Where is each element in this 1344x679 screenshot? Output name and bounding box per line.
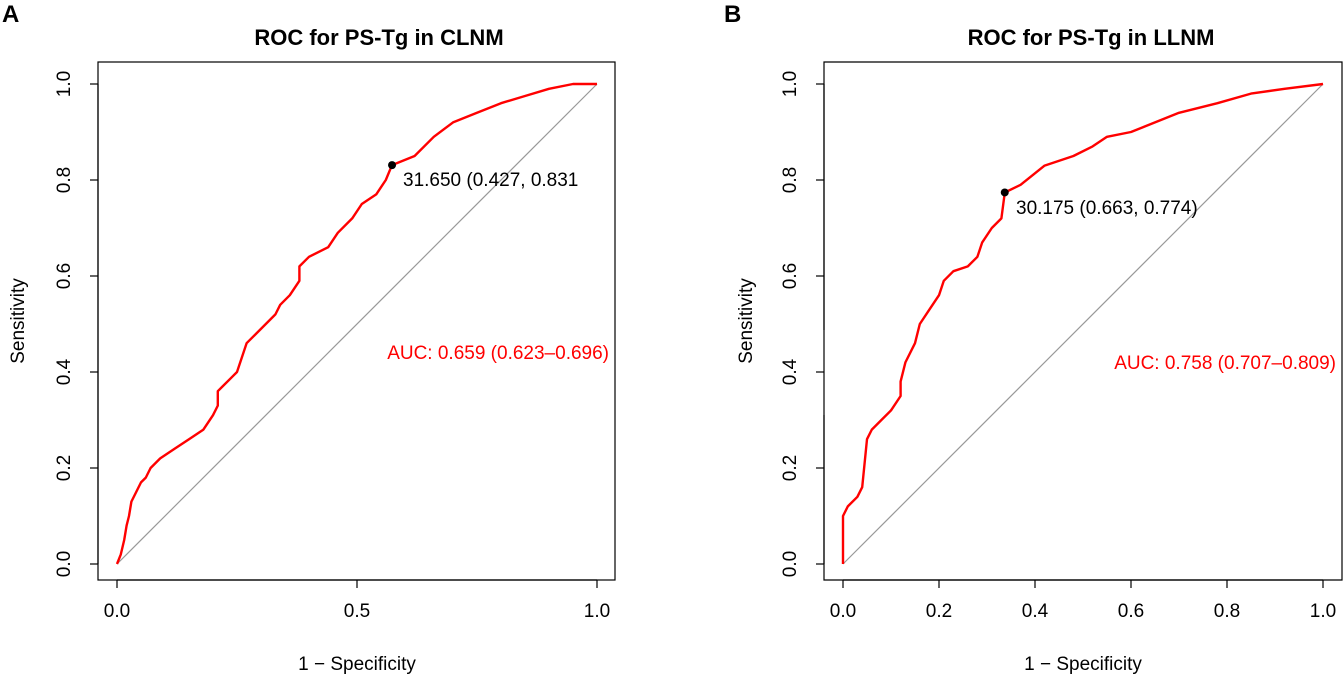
y-tick-label: 0.2 xyxy=(54,455,75,481)
panel-b-roc-curve xyxy=(841,82,1324,564)
y-tick-label: 1.0 xyxy=(54,71,75,97)
panel-a-x-axis-label: 1 − Specificity xyxy=(298,654,416,675)
panel-b-diagonal xyxy=(842,83,1324,565)
panel-b-cutoff-label: 30.175 (0.663, 0.774) xyxy=(1016,198,1198,219)
panel-a-y-axis-label: Sensitivity xyxy=(8,278,29,364)
panel-a-diagonal xyxy=(116,83,598,565)
y-tick-label: 0.4 xyxy=(54,358,75,385)
panel-a-title: ROC for PS-Tg in CLNM xyxy=(254,25,503,50)
panel-a-auc-label: AUC: 0.659 (0.623–0.696) xyxy=(387,343,609,364)
y-tick-label: 0.6 xyxy=(54,263,75,289)
x-tick-label: 0.8 xyxy=(1214,601,1240,622)
panel-b: B ROC for PS-Tg in LLNM 0.0 0.2 0.4 0.6 0.8 1… xyxy=(724,1,1343,675)
y-tick-label: 0.2 xyxy=(780,455,801,481)
panel-a-y-axis: 0.0 0.2 0.4 0.6 0.8 1.0 xyxy=(54,71,99,577)
y-tick-label: 1.0 xyxy=(780,71,801,97)
panel-a-cutoff-point xyxy=(388,161,397,170)
x-tick-label: 1.0 xyxy=(584,601,610,622)
panel-a: A ROC for PS-Tg in CLNM 0.0 0.5 1.0 0.0 0.2… xyxy=(2,1,616,675)
y-tick-label: 0.4 xyxy=(780,358,801,385)
panel-b-plot-box xyxy=(823,61,1343,581)
x-tick-label: 0.2 xyxy=(926,601,952,622)
x-tick-label: 1.0 xyxy=(1310,601,1336,622)
panel-b-x-axis-label: 1 − Specificity xyxy=(1024,654,1142,675)
x-tick-label: 0.5 xyxy=(344,601,370,622)
y-tick-label: 0.8 xyxy=(54,167,75,193)
panel-b-cutoff-point xyxy=(1000,188,1009,197)
panel-b-x-axis: 0.0 0.2 0.4 0.6 0.8 1.0 xyxy=(830,579,1336,622)
panel-b-title: ROC for PS-Tg in LLNM xyxy=(968,25,1215,50)
panel-b-y-axis-label: Sensitivity xyxy=(736,278,757,364)
x-tick-label: 0.0 xyxy=(830,601,856,622)
panel-b-y-axis: 0.0 0.2 0.4 0.6 0.8 1.0 xyxy=(780,71,825,577)
y-tick-label: 0.0 xyxy=(780,551,801,577)
x-tick-label: 0.4 xyxy=(1022,601,1049,622)
x-tick-label: 0.0 xyxy=(104,601,130,622)
y-tick-label: 0.0 xyxy=(54,551,75,577)
panel-a-plot-box xyxy=(97,61,616,581)
panel-b-auc-label: AUC: 0.758 (0.707–0.809) xyxy=(1114,353,1336,374)
panel-a-cutoff-label: 31.650 (0.427, 0.831 xyxy=(403,170,578,191)
x-tick-label: 0.6 xyxy=(1118,601,1144,622)
panel-a-x-axis: 0.0 0.5 1.0 xyxy=(104,579,610,622)
panel-a-letter: A xyxy=(2,1,19,28)
panel-a-roc-curve xyxy=(115,82,597,565)
y-tick-label: 0.6 xyxy=(780,263,801,289)
panel-b-letter: B xyxy=(724,1,741,28)
y-tick-label: 0.8 xyxy=(780,167,801,193)
